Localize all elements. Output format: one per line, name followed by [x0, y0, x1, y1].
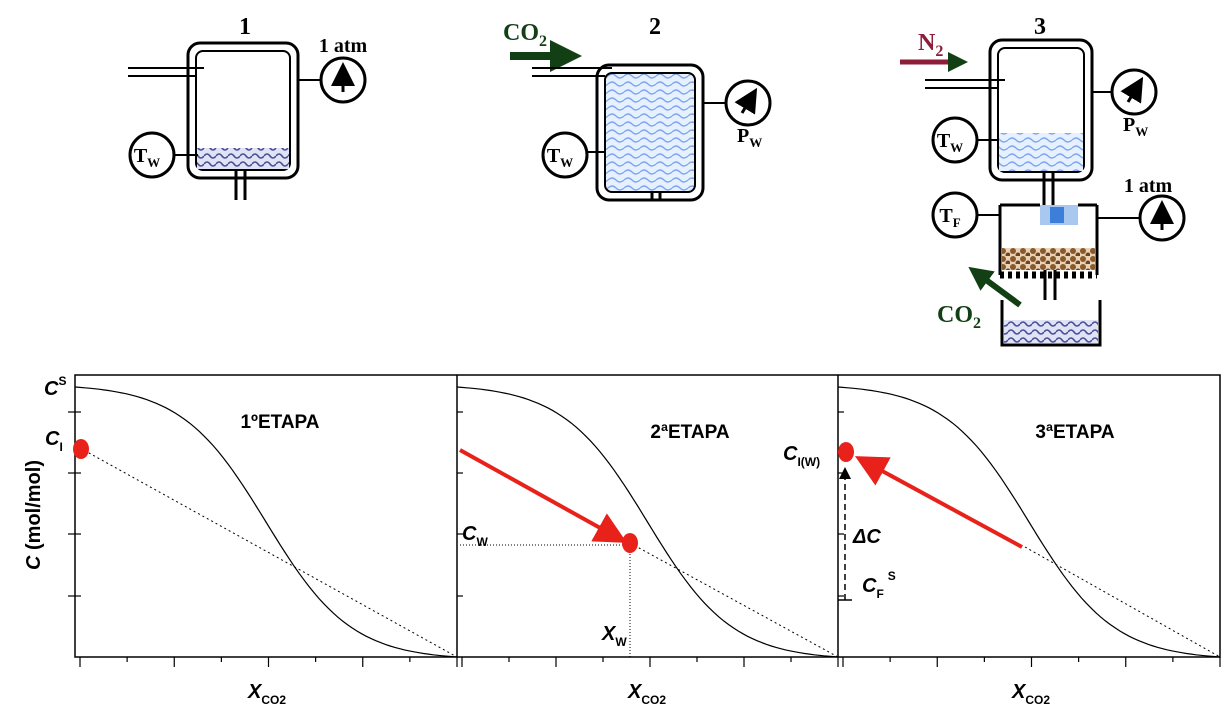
tspan: W [615, 635, 627, 649]
panel-title: 1ºETAPA [240, 412, 319, 433]
point-label: CFS [862, 569, 896, 601]
stage-number: 1 [239, 14, 251, 40]
axis-label: XCO2 [627, 681, 666, 707]
stage-1 [128, 43, 365, 200]
tspan: W [749, 135, 762, 150]
tspan: F [876, 587, 883, 601]
tspan: T [937, 130, 951, 152]
stage-number: 3 [1034, 14, 1046, 40]
guide [80, 448, 457, 657]
tspan: CO2 [641, 693, 666, 707]
tspan: W [560, 155, 573, 170]
gas-arrow [978, 274, 1020, 305]
vessel-inner [605, 73, 695, 192]
tspan: S [58, 374, 66, 388]
tspan: W [950, 140, 963, 155]
state-point [838, 442, 854, 462]
panel-title: 3ªETAPA [1035, 422, 1114, 443]
process-arrow [460, 450, 620, 539]
gas-label: CO2 [503, 20, 547, 50]
liquid [1004, 320, 1098, 343]
state-point [622, 533, 638, 553]
tspan: CO [937, 302, 973, 328]
diagram: 1 1 atm TW 2 CO2 PW TW 3 N2 PW TW 1 atm … [0, 0, 1224, 716]
tspan: W [147, 155, 160, 170]
state-point [73, 439, 89, 459]
tspan: P [1123, 114, 1135, 136]
liquid [999, 133, 1083, 171]
liquid [197, 148, 289, 169]
tspan: P [737, 125, 749, 147]
tspan: CO2 [261, 693, 286, 707]
guide [630, 543, 838, 657]
tspan: CO [503, 20, 539, 46]
curve [457, 387, 838, 657]
sorbent [1002, 248, 1095, 270]
tspan: W [1135, 124, 1148, 139]
point-label: CS [44, 374, 66, 400]
tspan: CO2 [1025, 693, 1050, 707]
tspan: T [939, 205, 953, 227]
gauge-label: PW [737, 125, 762, 150]
panel-title: 2ªETAPA [650, 422, 729, 443]
point-label: CI [45, 428, 63, 454]
tspan: C [462, 523, 477, 545]
point-label: XW [601, 623, 627, 649]
guide [1025, 547, 1220, 657]
tspan: W [476, 535, 488, 549]
tspan: 2 [539, 33, 547, 50]
gauge-label: PW [1123, 114, 1148, 139]
point-label: CI(W) [783, 443, 820, 469]
gas-label: N2 [918, 30, 943, 60]
filter-core [1050, 207, 1064, 223]
tspan: C [44, 378, 59, 400]
tspan: S [888, 569, 896, 583]
tspan: C [45, 428, 60, 450]
tspan: C [783, 443, 798, 465]
gauge-label: 1 atm [1124, 175, 1173, 197]
curve [838, 387, 1220, 657]
gas-label: CO2 [937, 302, 981, 332]
tspan: T [134, 145, 148, 167]
stage-2 [510, 56, 770, 200]
tspan: N [918, 30, 936, 56]
tspan: I(W) [797, 455, 820, 469]
axis-label: C (mol/mol) [23, 460, 45, 570]
tspan: C [862, 575, 877, 597]
stage-number: 2 [649, 14, 661, 40]
gauge-label: 1 atm [319, 35, 368, 57]
axis-label: XCO2 [247, 681, 286, 707]
tspan: (mol/mol) [23, 460, 45, 556]
tspan: T [547, 145, 561, 167]
tspan: F [953, 215, 961, 230]
tspan: C [23, 555, 45, 570]
axis-label: XCO2 [1011, 681, 1050, 707]
tspan: 2 [935, 43, 943, 60]
tspan: I [59, 440, 62, 454]
point-label: ΔC [852, 526, 881, 548]
tspan: 2 [973, 315, 981, 332]
